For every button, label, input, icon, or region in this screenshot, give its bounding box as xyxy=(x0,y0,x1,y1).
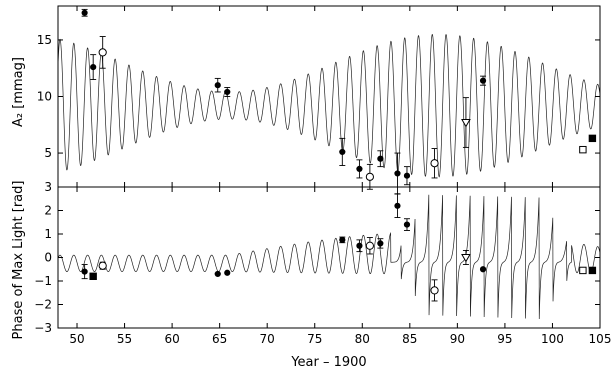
x-tick-label: 105 xyxy=(589,332,612,346)
y-tick-label: 10 xyxy=(37,90,52,104)
y-tick-label: 1 xyxy=(44,227,52,241)
x-tick-label: 95 xyxy=(497,332,512,346)
x-tick-label: 50 xyxy=(69,332,84,346)
data-point xyxy=(479,266,487,273)
data-point xyxy=(377,240,384,247)
x-tick-label: 80 xyxy=(355,332,370,346)
y-tick-label: 3 xyxy=(44,180,52,194)
y-tick-label: −1 xyxy=(34,274,52,288)
data-point xyxy=(588,266,597,275)
x-tick-label: 60 xyxy=(164,332,179,346)
x-tick-label: 65 xyxy=(212,332,227,346)
phase-panel: −3 −2 −1 0 1 2 3 50 55 60 65 70 75 80 85 90 95 100 105 xyxy=(34,180,611,346)
y-tick-label: 15 xyxy=(37,33,52,47)
data-point xyxy=(214,82,221,89)
data-point xyxy=(339,148,346,156)
data-point xyxy=(430,159,439,168)
y-tick-label: 2 xyxy=(44,204,52,218)
data-point xyxy=(224,269,231,276)
x-tick-label: 55 xyxy=(117,332,132,346)
data-point xyxy=(89,272,97,281)
y-tick-label: 5 xyxy=(44,146,52,160)
data-point xyxy=(461,254,471,263)
data-point xyxy=(588,134,597,143)
x-tick-label: 85 xyxy=(402,332,417,346)
amplitude-panel: 5 10 15 xyxy=(37,5,601,195)
data-point xyxy=(224,88,231,96)
y-tick-label: −3 xyxy=(34,321,52,335)
phase-frame xyxy=(57,186,601,329)
data-point xyxy=(98,48,107,57)
x-tick-label: 70 xyxy=(260,332,275,346)
y-tick-label: 0 xyxy=(44,251,52,265)
data-point xyxy=(356,242,363,249)
x-tick-label: 100 xyxy=(541,332,564,346)
amplitude-model-curve xyxy=(57,33,601,178)
data-point xyxy=(339,236,346,243)
x-tick-label: 90 xyxy=(450,332,465,346)
data-point xyxy=(403,172,411,179)
y-tick-label: −2 xyxy=(34,298,52,312)
top-y-axis-label: A₂ [mmag] xyxy=(11,57,26,127)
data-point xyxy=(214,270,221,278)
x-tick-label: 75 xyxy=(307,332,322,346)
data-point xyxy=(365,241,374,250)
data-point xyxy=(430,286,439,295)
x-axis-label: Year – 1900 xyxy=(290,355,366,370)
data-point xyxy=(356,165,363,172)
data-point xyxy=(403,221,411,228)
data-point xyxy=(81,268,88,275)
data-point xyxy=(394,202,401,209)
data-point xyxy=(90,63,97,71)
data-point xyxy=(98,261,107,270)
data-point xyxy=(394,170,401,177)
data-point xyxy=(579,266,587,275)
phase-model-curve xyxy=(57,194,601,319)
bottom-y-axis-label: Phase of Max Light [rad] xyxy=(11,181,26,340)
data-point xyxy=(479,77,487,84)
data-point xyxy=(81,9,88,16)
amplitude-frame xyxy=(57,5,601,188)
data-point xyxy=(377,155,384,162)
data-point xyxy=(365,172,374,181)
data-point xyxy=(579,145,587,154)
data-point xyxy=(461,119,471,128)
